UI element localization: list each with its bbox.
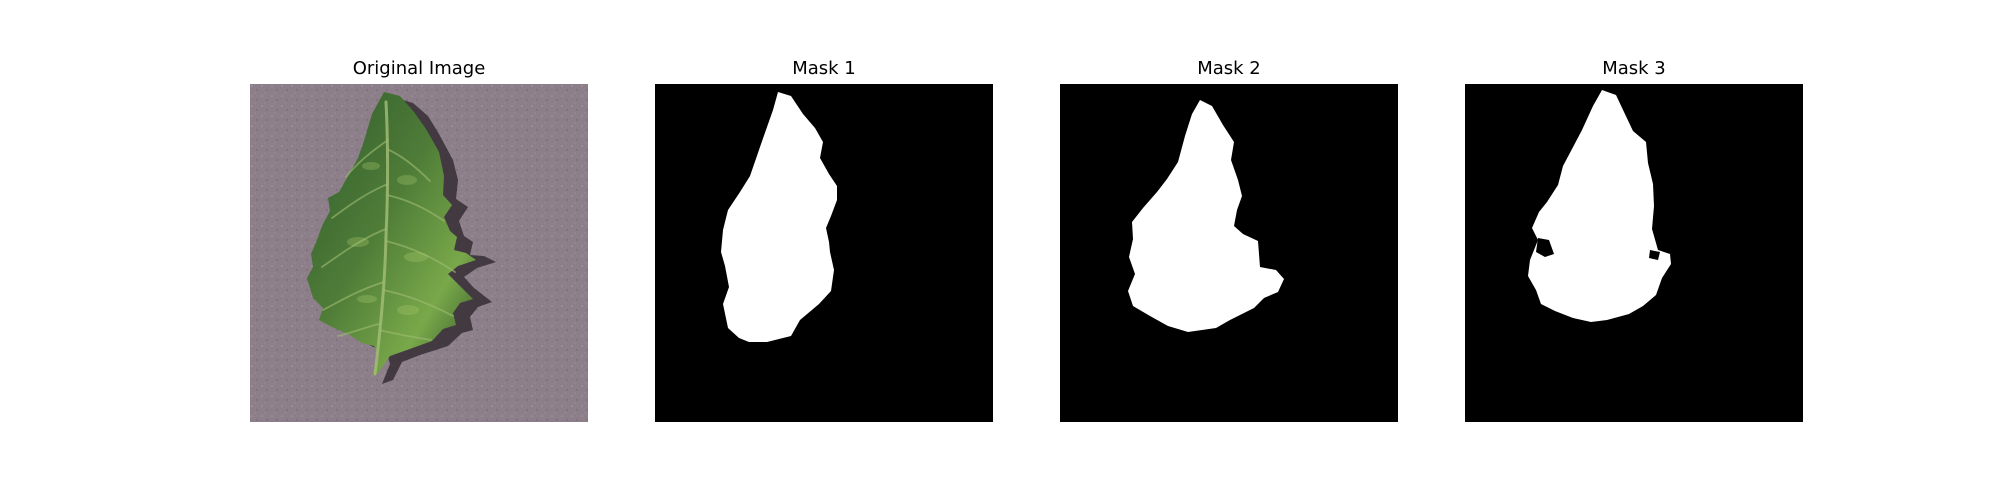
mask-1-image bbox=[655, 84, 993, 422]
panel-title: Original Image bbox=[250, 58, 588, 80]
panel-mask-1: Mask 1 bbox=[655, 58, 993, 422]
panel-title: Mask 2 bbox=[1060, 58, 1398, 80]
panel-original-image: Original Image bbox=[250, 58, 588, 422]
panel-mask-2: Mask 2 bbox=[1060, 58, 1398, 422]
mask-2-image bbox=[1060, 84, 1398, 422]
panel-title: Mask 3 bbox=[1465, 58, 1803, 80]
panel-title: Mask 1 bbox=[655, 58, 993, 80]
mask-3-image bbox=[1465, 84, 1803, 422]
panel-mask-3: Mask 3 bbox=[1465, 58, 1803, 422]
original-leaf-image bbox=[250, 84, 588, 422]
